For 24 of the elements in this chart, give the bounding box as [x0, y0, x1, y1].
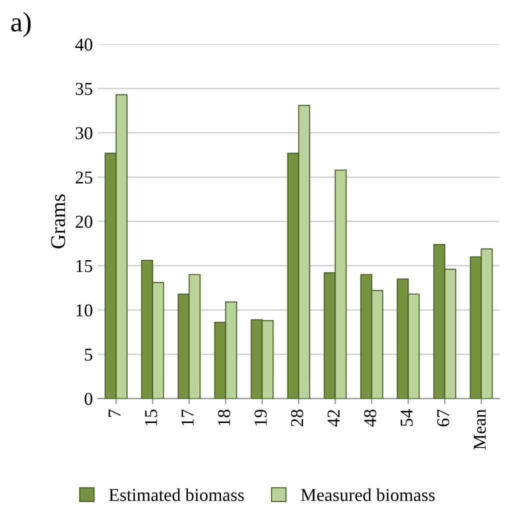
- x-tick-label: 28: [291, 410, 304, 426]
- y-tick-label: 10: [76, 304, 92, 316]
- y-tick-label: 5: [85, 348, 92, 361]
- x-tick-label: 67: [437, 410, 450, 426]
- y-tick-label: 40: [75, 38, 92, 51]
- x-tick-label: 19: [254, 410, 267, 426]
- y-tick-label: 25: [76, 171, 92, 184]
- x-tick-label: 54: [400, 409, 413, 426]
- y-tick-label: 15: [76, 260, 92, 272]
- x-tick-label: 48: [364, 410, 376, 427]
- legend-label: Measured biomass: [300, 488, 435, 502]
- y-tick-label: 20: [76, 216, 92, 228]
- y-tick-label: 35: [76, 82, 92, 96]
- x-tick-label: 7: [108, 410, 120, 417]
- y-axis-title: Grams: [51, 194, 66, 248]
- y-tick-label: 0: [84, 392, 92, 406]
- y-tick-label: 30: [76, 127, 92, 140]
- x-tick-label: Mean: [474, 409, 486, 450]
- text: a): [11, 12, 31, 38]
- x-tick-label: 42: [328, 410, 340, 427]
- x-tick-label: 15: [145, 410, 158, 426]
- x-tick-label: 18: [218, 410, 230, 426]
- legend-label: Estimated biomass: [109, 488, 244, 502]
- x-tick-label: 17: [182, 410, 194, 426]
